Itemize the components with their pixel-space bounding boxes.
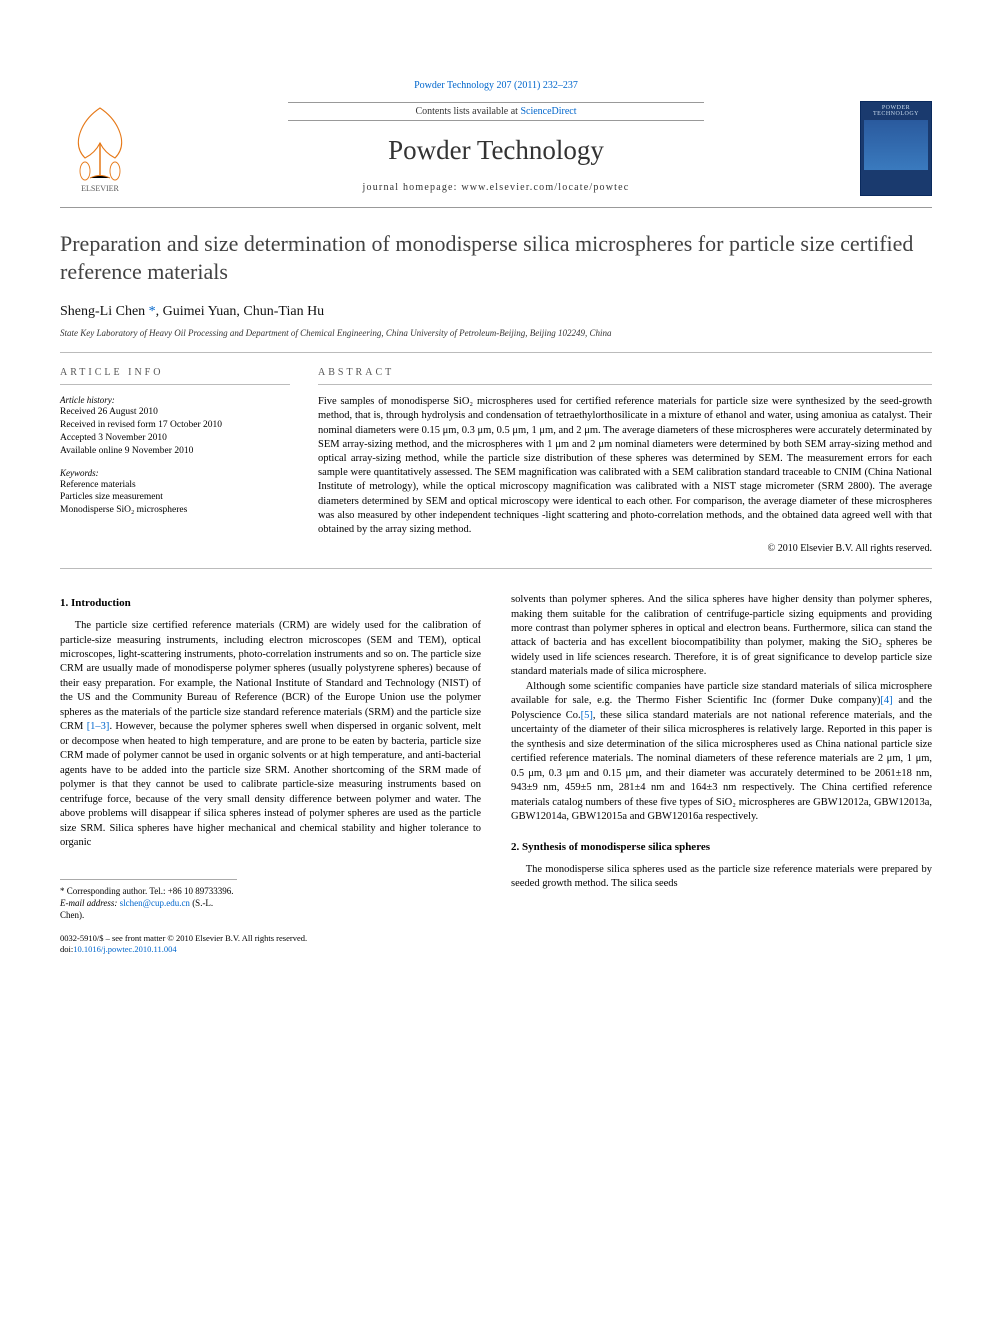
keywords-heading: Keywords: [60,468,290,478]
bottom-meta: 0032-5910/$ – see front matter © 2010 El… [60,933,481,955]
body-columns: 1. Introduction The particle size certif… [60,593,932,955]
journal-name: Powder Technology [150,135,842,166]
cover-label: POWDER TECHNOLOGY [864,105,928,117]
authors-line: Sheng-Li Chen *, Guimei Yuan, Chun-Tian … [60,304,932,320]
keyword-2: Particles size measurement [60,491,290,504]
title-block: Preparation and size determination of mo… [60,230,932,338]
contents-prefix: Contents lists available at [415,106,520,117]
citation-5[interactable]: [5] [581,710,593,721]
col2-text-c: , these silica standard materials are no… [511,710,932,822]
abstract-heading: abstract [318,367,932,385]
divider-body [60,568,932,569]
article-info-column: article info Article history: Received 2… [60,367,290,554]
keyword-1: Reference materials [60,479,290,492]
col2-para-1: solvents than polymer spheres. And the s… [511,593,932,680]
intro-text-a: The particle size certified reference ma… [60,620,481,732]
corresponding-mark: * [149,304,156,319]
abstract-column: abstract Five samples of monodisperse Si… [318,367,932,554]
divider-top [60,352,932,353]
email-label: E-mail address: [60,898,120,908]
history-heading: Article history: [60,395,290,405]
email-link[interactable]: slchen@cup.edu.cn [120,898,190,908]
journal-citation: Powder Technology 207 (2011) 232–237 [60,80,932,91]
sciencedirect-link[interactable]: ScienceDirect [520,106,576,117]
footnote-email-line: E-mail address: slchen@cup.edu.cn (S.-L.… [60,897,237,921]
journal-header: ELSEVIER Contents lists available at Sci… [60,101,932,208]
page-root: Powder Technology 207 (2011) 232–237 ELS… [0,0,992,1015]
issn-line: 0032-5910/$ – see front matter © 2010 El… [60,933,481,944]
copyright-line: © 2010 Elsevier B.V. All rights reserved… [318,543,932,554]
journal-cover-box: POWDER TECHNOLOGY [860,101,932,196]
contents-line: Contents lists available at ScienceDirec… [288,102,703,121]
publisher-logo: ELSEVIER [60,101,150,201]
col2-para-2: Although some scientific companies have … [511,680,932,825]
doi-line: doi:10.1016/j.powtec.2010.11.004 [60,944,481,955]
section-2-heading: 2. Synthesis of monodisperse silica sphe… [511,841,932,853]
history-revised: Received in revised form 17 October 2010 [60,419,290,432]
header-center-block: Contents lists available at ScienceDirec… [150,101,842,195]
affiliation: State Key Laboratory of Heavy Oil Proces… [60,328,932,338]
history-online: Available online 9 November 2010 [60,445,290,458]
col2-text-a: Although some scientific companies have … [511,681,932,706]
authors-rest: , Guimei Yuan, Chun-Tian Hu [156,304,325,319]
cover-art [864,120,928,170]
svg-text:ELSEVIER: ELSEVIER [81,184,119,193]
intro-text-b: . However, because the polymer spheres s… [60,721,481,848]
history-received: Received 26 August 2010 [60,406,290,419]
article-title: Preparation and size determination of mo… [60,230,932,286]
history-accepted: Accepted 3 November 2010 [60,432,290,445]
info-abstract-row: article info Article history: Received 2… [60,367,932,554]
column-left: 1. Introduction The particle size certif… [60,593,481,955]
journal-homepage: journal homepage: www.elsevier.com/locat… [150,182,842,193]
doi-label: doi: [60,944,73,954]
abstract-text: Five samples of monodisperse SiO₂ micros… [318,395,932,537]
elsevier-tree-icon: ELSEVIER [60,103,140,193]
cover-thumb: POWDER TECHNOLOGY [842,101,932,201]
footnotes-block: * Corresponding author. Tel.: +86 10 897… [60,879,237,921]
synth-para-1: The monodisperse silica spheres used as … [511,863,932,892]
footnote-corresponding: * Corresponding author. Tel.: +86 10 897… [60,885,237,897]
citation-4[interactable]: [4] [880,695,892,706]
author-1: Sheng-Li Chen [60,304,149,319]
keyword-3: Monodisperse SiO₂ microspheres [60,504,290,517]
intro-para-1: The particle size certified reference ma… [60,619,481,851]
citation-1-3[interactable]: [1–3] [87,721,110,732]
doi-link[interactable]: 10.1016/j.powtec.2010.11.004 [73,944,176,954]
section-1-heading: 1. Introduction [60,597,481,609]
column-right: solvents than polymer spheres. And the s… [511,593,932,955]
article-info-heading: article info [60,367,290,385]
